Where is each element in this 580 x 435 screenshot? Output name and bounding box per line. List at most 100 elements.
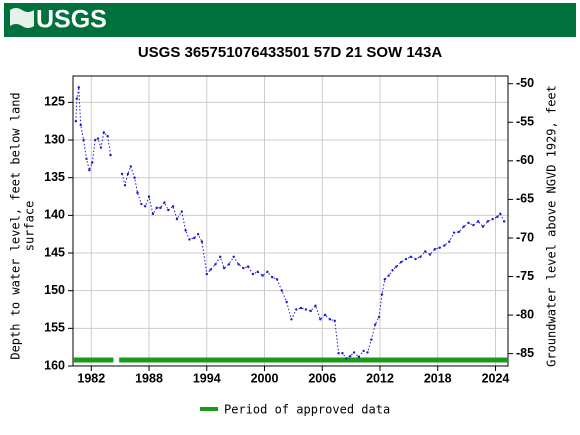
data-point	[377, 315, 381, 319]
data-point	[404, 257, 408, 261]
y2-tick-label: -65	[516, 192, 534, 206]
data-point	[352, 351, 356, 354]
y-axis-label: surface	[23, 201, 37, 252]
data-point	[290, 318, 293, 321]
data-point	[96, 137, 100, 140]
data-point	[227, 263, 231, 266]
data-point	[304, 308, 308, 311]
data-point	[486, 220, 489, 223]
data-point	[337, 351, 340, 355]
data-point	[383, 278, 387, 281]
legend-label: Period of approved data	[224, 403, 390, 417]
data-point	[345, 357, 348, 360]
x-tick-label: 2000	[251, 371, 279, 385]
data-point	[266, 270, 269, 274]
data-point	[251, 272, 255, 276]
data-point	[237, 263, 240, 266]
data-point	[348, 355, 352, 358]
data-point	[193, 236, 196, 240]
data-point	[85, 157, 88, 161]
x-tick-label: 2006	[308, 371, 336, 385]
data-point	[414, 257, 417, 261]
y-tick-label: 125	[44, 95, 65, 109]
data-point	[399, 260, 403, 264]
y-tick-label: 160	[44, 358, 65, 372]
data-point	[167, 208, 170, 212]
data-point	[419, 255, 422, 258]
data-point	[409, 255, 412, 258]
data-point	[496, 215, 499, 219]
data-point	[499, 212, 502, 216]
data-point	[295, 308, 298, 311]
data-point	[462, 225, 465, 228]
data-point	[205, 272, 208, 276]
data-point	[380, 293, 384, 296]
data-point	[448, 240, 451, 243]
data-point	[232, 255, 235, 258]
x-tick-label: 2018	[424, 371, 452, 385]
data-point	[184, 229, 187, 232]
data-point	[387, 274, 390, 277]
y2-tick-label: -75	[516, 269, 534, 283]
x-tick-label: 1988	[135, 371, 163, 385]
y-axis-label: Depth to water level, feet below land	[9, 92, 23, 359]
data-point	[433, 248, 437, 251]
data-point	[163, 201, 166, 204]
data-point	[261, 274, 264, 277]
data-point	[133, 176, 136, 179]
data-point	[481, 225, 485, 228]
data-point	[93, 138, 97, 142]
data-point	[457, 230, 461, 234]
data-point	[123, 184, 127, 187]
data-point	[196, 232, 200, 236]
data-point	[370, 338, 373, 341]
data-point	[271, 275, 274, 279]
data-point	[136, 191, 139, 194]
data-point	[209, 268, 212, 271]
data-point	[82, 138, 85, 142]
data-point	[341, 351, 344, 355]
data-point	[333, 319, 336, 323]
data-point	[219, 255, 222, 258]
data-point	[476, 220, 480, 223]
data-point	[328, 318, 332, 321]
logo-wave	[10, 8, 34, 28]
data-point	[88, 168, 91, 172]
data-point	[188, 238, 191, 241]
data-point	[120, 172, 124, 176]
data-point	[155, 206, 158, 210]
data-point	[75, 97, 79, 100]
y2-tick-label: -85	[516, 346, 534, 360]
data-point	[102, 131, 105, 134]
data-point	[242, 266, 245, 270]
data-point	[147, 195, 151, 198]
data-point	[214, 263, 217, 266]
data-point	[285, 300, 288, 304]
data-point	[143, 205, 147, 208]
y2-axis-label: Groundwater level above NGVD 1929, feet	[545, 85, 559, 367]
data-point	[171, 205, 175, 208]
data-point	[256, 270, 259, 274]
data-point	[424, 250, 427, 253]
data-point	[467, 221, 470, 225]
y-tick-label: 155	[44, 321, 65, 335]
x-tick-label: 2012	[366, 371, 394, 385]
data-point	[443, 244, 446, 247]
data-point	[246, 265, 250, 268]
data-point	[491, 217, 494, 221]
logo-text: USGS	[36, 6, 107, 34]
data-point	[126, 172, 130, 176]
y2-tick-label: -55	[516, 115, 534, 129]
data-point	[391, 269, 394, 272]
data-point	[428, 253, 432, 256]
data-point	[159, 206, 162, 210]
data-line	[75, 87, 505, 360]
x-tick-label: 1982	[77, 371, 105, 385]
data-point	[99, 146, 103, 149]
y-tick-label: 130	[44, 132, 65, 146]
header-bar	[4, 3, 576, 37]
data-point	[309, 309, 312, 313]
x-tick-label: 1994	[193, 371, 221, 385]
data-point	[366, 351, 369, 354]
